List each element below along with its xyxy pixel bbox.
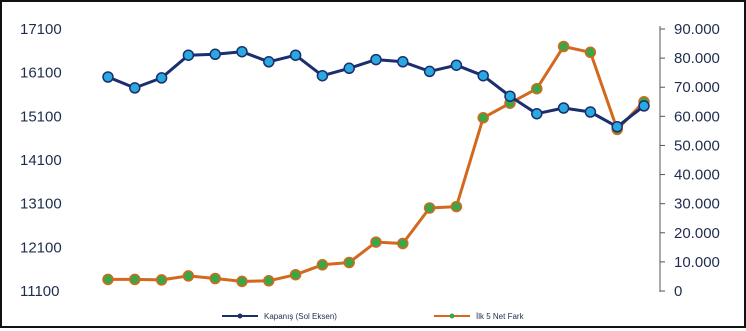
legend-item-ilk5: İlk 5 Net Fark (434, 312, 525, 321)
series-0-point-16 (531, 107, 543, 120)
series-0-point-11 (397, 56, 409, 68)
right-tick-label: 60.000 (674, 108, 720, 125)
series-0-point-0 (102, 71, 114, 83)
left-tick-label: 16100 (20, 65, 62, 82)
left-tick-label: 13100 (20, 196, 62, 213)
series-0-point-7 (289, 49, 302, 61)
series-1-point-4 (209, 272, 221, 285)
series-0-point-9 (343, 62, 355, 75)
series-1-point-14 (477, 112, 489, 124)
series-1-point-12 (423, 202, 436, 214)
series-1-point-3 (182, 270, 195, 282)
series-1-point-17 (557, 40, 570, 53)
line-chart: 17100 16100 15100 14100 13100 12100 11100 90.0… (20, 21, 720, 321)
series-1-point-0 (102, 273, 114, 286)
series-0-point-20 (638, 100, 650, 112)
right-tick-label: 20.000 (674, 225, 720, 242)
series-1-point-5 (236, 275, 248, 288)
series-0-point-18 (584, 106, 597, 118)
left-tick-label: 12100 (20, 239, 62, 256)
series-1-point-9 (343, 256, 355, 269)
legend-label-kapanis: Kapanış (Sol Eksen) (264, 312, 337, 321)
series-0-point-2 (155, 72, 168, 84)
series-0-point-8 (316, 69, 329, 82)
legend-item-kapanis: Kapanış (Sol Eksen) (222, 312, 337, 321)
right-tick-label: 70.000 (674, 79, 720, 96)
series-0-point-5 (236, 45, 248, 58)
series-1-point-6 (263, 275, 275, 287)
series-1-point-13 (450, 200, 463, 213)
series-0-point-13 (450, 59, 463, 71)
left-tick-label: 17100 (20, 21, 62, 38)
series-1-point-1 (129, 273, 141, 286)
series-0-point-3 (182, 49, 195, 61)
series-1-point-8 (316, 259, 329, 271)
series-0-point-12 (423, 65, 436, 78)
right-tick-label: 50.000 (674, 137, 720, 154)
series-1-point-11 (397, 237, 409, 250)
right-tick-label: 0 (674, 283, 682, 300)
right-tick-label: 40.000 (674, 167, 720, 184)
left-tick-label: 15100 (20, 108, 62, 125)
right-tick-label: 10.000 (674, 254, 720, 271)
series-layer (102, 40, 650, 288)
left-tick-label: 11100 (20, 283, 60, 300)
series-0-point-1 (129, 82, 141, 94)
series-1-point-2 (155, 274, 168, 286)
series-0-point-15 (504, 90, 516, 102)
left-tick-label: 14100 (20, 152, 62, 169)
series-0-point-6 (263, 56, 275, 68)
series-1-point-10 (370, 236, 382, 248)
left-axis: 17100 16100 15100 14100 13100 12100 11100 (20, 21, 62, 300)
series-0-point-19 (611, 121, 623, 133)
series-1-point-7 (289, 268, 302, 281)
legend: Kapanış (Sol Eksen) İlk 5 Net Fark (222, 312, 525, 321)
right-axis: 90.000 80.000 70.000 60.000 50.000 40.000 30.0… (660, 21, 720, 300)
series-0-point-4 (209, 48, 221, 61)
right-tick-label: 90.000 (674, 21, 720, 38)
legend-label-ilk5: İlk 5 Net Fark (476, 312, 525, 321)
right-tick-label: 80.000 (674, 50, 720, 67)
series-1-point-18 (584, 46, 597, 59)
series-0-point-14 (477, 69, 489, 82)
series-1-point-16 (531, 82, 543, 95)
series-0-point-10 (370, 53, 382, 66)
series-0-point-17 (557, 102, 570, 114)
right-tick-label: 30.000 (674, 196, 720, 213)
